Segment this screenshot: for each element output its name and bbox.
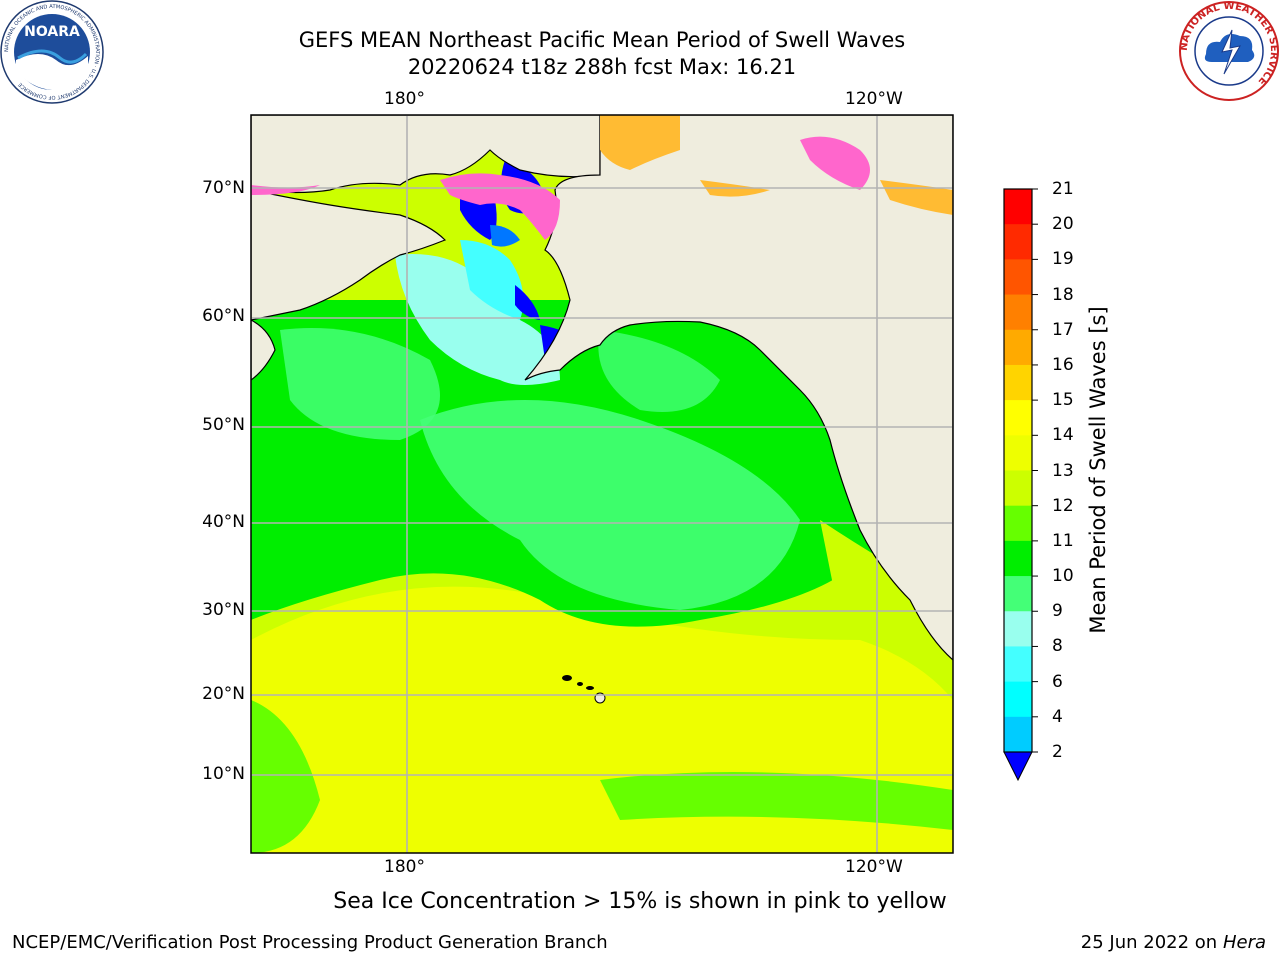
colorbar-tick-label: 16 — [1052, 354, 1074, 375]
lon-label-top-180: 180° — [384, 89, 425, 109]
colorbar-title: Mean Period of Swell Waves [s] — [1086, 306, 1110, 634]
colorbar-segment — [1004, 400, 1032, 436]
colorbar-segment — [1004, 364, 1032, 401]
sea-ice-note: Sea Ice Concentration > 15% is shown in … — [333, 889, 947, 914]
lat-label-40n: 40°N — [202, 512, 245, 532]
colorbar-tick-label: 13 — [1052, 460, 1074, 481]
chart-title: GEFS MEAN Northeast Pacific Mean Period … — [298, 28, 906, 52]
colorbar-segment — [1004, 435, 1032, 471]
colorbar-tick-label: 12 — [1052, 495, 1074, 516]
colorbar-tick-label: 15 — [1052, 390, 1074, 411]
lat-label-30n: 30°N — [202, 600, 245, 620]
colorbar-tick-label: 6 — [1052, 671, 1063, 692]
colorbar-segment — [1004, 505, 1032, 542]
colorbar-segment — [1004, 224, 1032, 260]
footer-date-text: 25 Jun 2022 on — [1080, 932, 1218, 953]
colorbar-tick-label: 9 — [1052, 601, 1063, 622]
footer-organization: NCEP/EMC/Verification Post Processing Pr… — [12, 932, 608, 953]
noaa-logo-text: NOARA — [24, 24, 80, 40]
colorbar-segment — [1004, 540, 1032, 577]
footer-host: Hera — [1222, 932, 1266, 953]
colorbar-segment — [1004, 681, 1032, 718]
colorbar-segment — [1004, 576, 1032, 612]
chart-subtitle: 20220624 t18z 288h fcst Max: 16.21 — [407, 55, 797, 79]
colorbar-segment — [1004, 294, 1032, 331]
colorbar-segment — [1004, 646, 1032, 683]
colorbar-tick-label: 8 — [1052, 636, 1063, 657]
lat-label-70n: 70°N — [202, 178, 245, 198]
colorbar-segment — [1004, 470, 1032, 507]
colorbar-segment — [1004, 189, 1032, 225]
lat-label-60n: 60°N — [202, 306, 245, 326]
lat-label-10n: 10°N — [202, 764, 245, 784]
colorbar-segment — [1004, 611, 1032, 647]
noaa-logo: NOARA NATIONAL OCEANIC AND ATMOSPHERIC A… — [0, 0, 104, 104]
colorbar — [1003, 188, 1038, 782]
colorbar-tick-label: 11 — [1052, 530, 1074, 551]
colorbar-tick-label: 14 — [1052, 425, 1074, 446]
colorbar-tick-label: 18 — [1052, 284, 1074, 305]
colorbar-tick-label: 21 — [1052, 179, 1074, 199]
colorbar-tick-label: 2 — [1052, 742, 1063, 762]
lat-label-20n: 20°N — [202, 684, 245, 704]
colorbar-tick-label: 4 — [1052, 706, 1063, 727]
colorbar-segment — [1004, 716, 1032, 753]
colorbar-tick-label: 20 — [1052, 214, 1074, 235]
lon-label-bottom-120w: 120°W — [845, 857, 903, 877]
lon-label-top-120w: 120°W — [845, 89, 903, 109]
colorbar-extend-arrow — [1003, 751, 1033, 782]
map-frame — [250, 114, 954, 854]
colorbar-tick-label: 19 — [1052, 249, 1074, 270]
nws-logo: NATIONAL WEATHER SERVICE — [1179, 1, 1279, 101]
colorbar-segment — [1004, 329, 1032, 366]
footer-date: 25 Jun 2022 on Hera — [1081, 932, 1266, 953]
lat-label-50n: 50°N — [202, 415, 245, 435]
colorbar-tick-label: 17 — [1052, 319, 1074, 340]
lon-label-bottom-180: 180° — [384, 857, 425, 877]
colorbar-segment — [1004, 259, 1032, 296]
map-grid — [251, 115, 953, 853]
colorbar-tick-label: 10 — [1052, 566, 1074, 587]
